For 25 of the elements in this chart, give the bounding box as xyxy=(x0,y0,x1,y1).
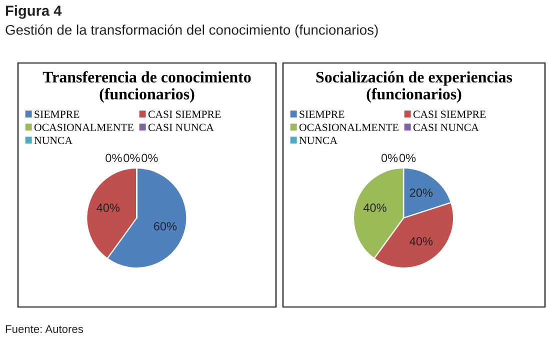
chart-title: Transferencia de conocimiento (funcionarios) xyxy=(42,71,251,103)
legend-label: NUNCA xyxy=(299,136,338,144)
text: 0% xyxy=(381,154,398,162)
legend-label: OCASIONALMENTE xyxy=(299,124,398,132)
text: 0% xyxy=(124,154,140,162)
data-label: 60% xyxy=(154,222,177,230)
legend-label: CASI SIEMPRE xyxy=(413,110,486,118)
text: Gestión de la transformación del conocimiento (funcionarios) xyxy=(6,24,378,38)
legend-label: CASI NUNCA xyxy=(148,124,214,132)
legend-label: CASI NUNCA xyxy=(413,124,479,132)
legend-label: CASI SIEMPRE xyxy=(148,110,221,118)
data-label: 20% xyxy=(410,188,433,197)
legend-label: SIEMPRE xyxy=(300,110,344,118)
source-note: Fuente: Autores xyxy=(6,325,84,333)
legend-label: SIEMPRE xyxy=(34,110,80,118)
text: 0% xyxy=(399,154,416,162)
text: 0% xyxy=(142,154,158,162)
data-label: 40% xyxy=(363,204,386,212)
legend-label: NUNCA xyxy=(34,136,72,144)
data-label: 40% xyxy=(410,237,433,246)
chart-title: Socialización de experiencias (funcionarios) xyxy=(316,71,512,103)
text: Figura 4 xyxy=(6,5,62,19)
data-label: 40% xyxy=(96,204,120,212)
legend-label: OCASIONALMENTE xyxy=(34,124,134,132)
text: 0% xyxy=(106,154,122,162)
